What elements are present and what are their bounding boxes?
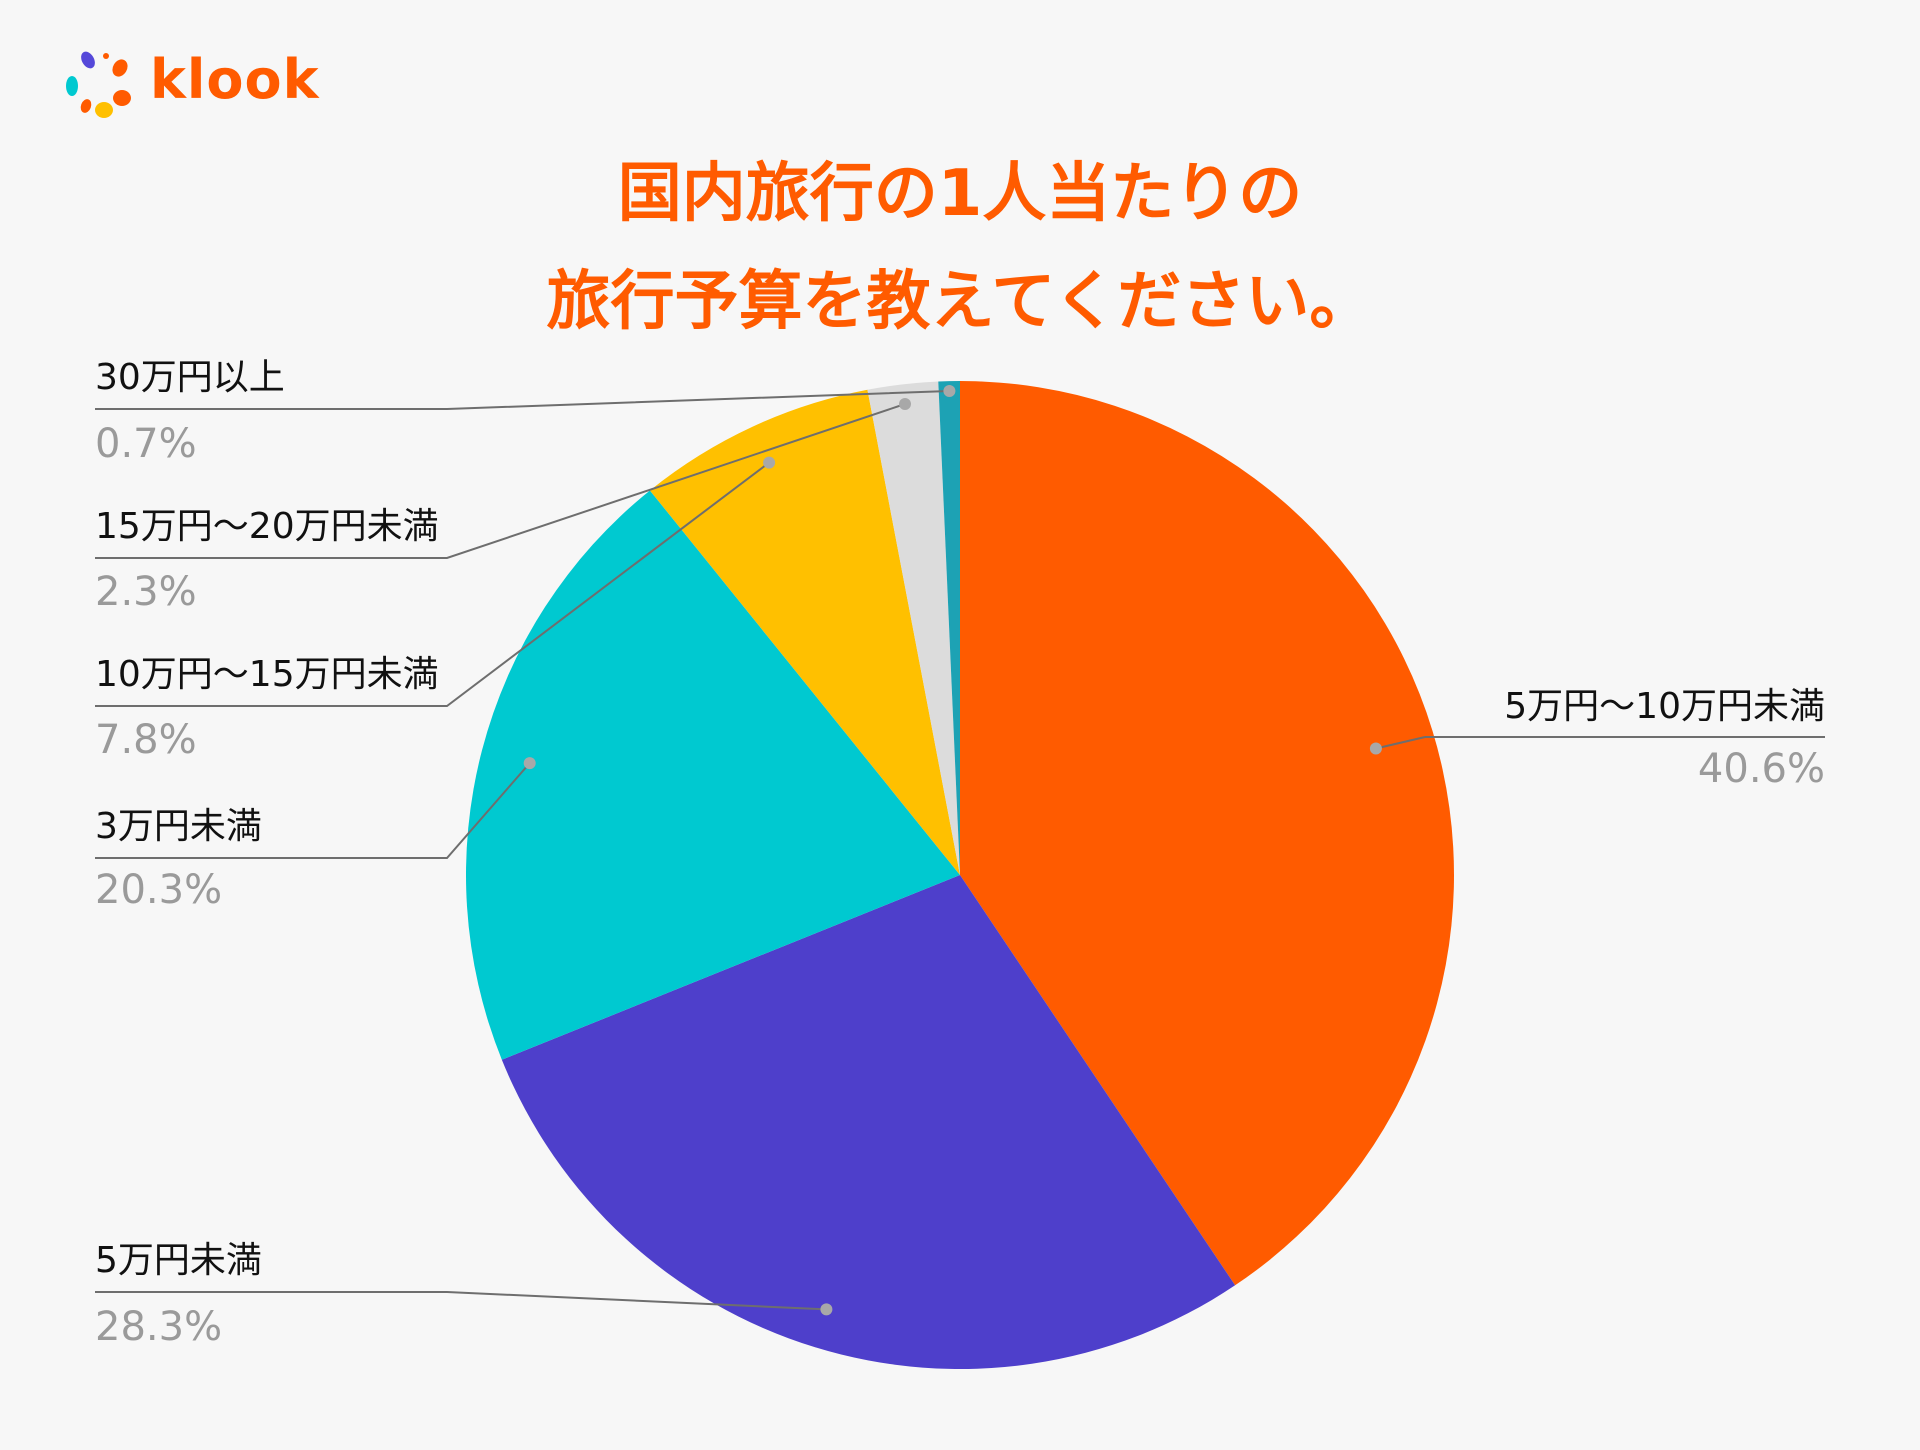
pie-slice bbox=[465, 490, 960, 1060]
pie-slice bbox=[649, 389, 960, 875]
slice-label: 3万円未満 bbox=[95, 806, 262, 847]
leader-dot bbox=[943, 385, 956, 397]
slice-label: 30万円以上 bbox=[95, 357, 285, 398]
leader-line bbox=[95, 461, 770, 707]
slice-percentage: 28.3% bbox=[95, 1304, 222, 1350]
pie-slices bbox=[465, 381, 1454, 1370]
klook-logo: klook bbox=[58, 46, 320, 126]
chart-title: 国内旅行の1人当たりの 旅行予算を教えてください。 bbox=[0, 140, 1920, 356]
pie-slice bbox=[867, 381, 960, 875]
leader-line bbox=[1375, 736, 1825, 750]
leader-dot bbox=[899, 398, 911, 410]
brand-name: klook bbox=[150, 48, 320, 111]
leader-line bbox=[95, 403, 906, 559]
leader-dot bbox=[523, 757, 536, 770]
leader-line bbox=[95, 762, 531, 859]
slice-percentage: 2.3% bbox=[95, 569, 197, 615]
leader-dot bbox=[763, 456, 776, 469]
slice-label: 5万円未満 bbox=[95, 1240, 262, 1281]
pie-slice bbox=[501, 875, 1236, 1370]
slice-percentage: 0.7% bbox=[95, 421, 197, 467]
leader-dot bbox=[1369, 742, 1382, 755]
leader-line bbox=[95, 1291, 827, 1311]
pie-slice bbox=[938, 381, 960, 875]
leader-dot bbox=[820, 1303, 833, 1316]
slice-percentage: 7.8% bbox=[95, 717, 197, 763]
slice-label: 10万円〜15万円未満 bbox=[95, 654, 439, 695]
slice-label: 15万円〜20万円未満 bbox=[95, 506, 439, 547]
chart-title-line-1: 国内旅行の1人当たりの bbox=[617, 157, 1303, 231]
pie-slice bbox=[960, 381, 1454, 1286]
slice-percentage: 20.3% bbox=[95, 867, 222, 913]
leader-line bbox=[95, 390, 950, 410]
slice-percentage: 40.6% bbox=[1698, 746, 1825, 792]
slice-labels: 5万円〜10万円未満 40.6% 5万円未満 28.3% 3万円未満 20.3% 10万円〜… bbox=[95, 357, 1825, 1350]
slice-label: 5万円〜10万円未満 bbox=[1504, 686, 1825, 727]
chart-title-line-2: 旅行予算を教えてください。 bbox=[546, 265, 1374, 339]
leader-lines bbox=[95, 385, 1825, 1316]
klook-logo-icon bbox=[66, 51, 131, 118]
